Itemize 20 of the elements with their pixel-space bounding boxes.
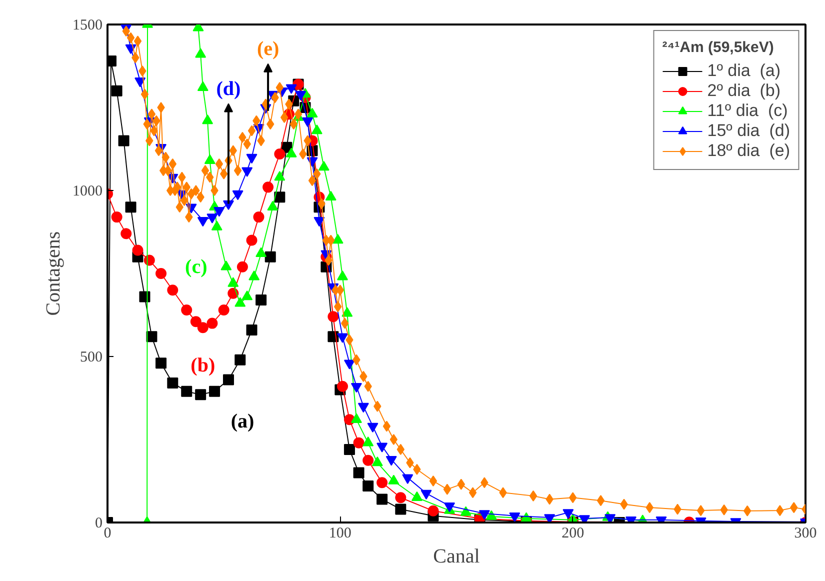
x-axis-title: Canal [433,546,480,568]
x-tick-label: 100 [328,526,352,542]
annotation: (e) [256,38,280,60]
legend-title: ²⁴¹Am (59,5keV) [662,39,775,56]
annotation: (b) [190,354,216,377]
annotation: (c) [185,256,208,278]
x-tick-label: 300 [794,526,817,542]
annotation: (d) [216,78,241,100]
y-axis-title: Contagens [42,231,64,316]
y-tick-label: 500 [80,350,102,366]
legend-label: 2º dia (b) [707,81,781,101]
legend-label: 11º dia (c) [707,101,788,121]
legend-label: 18º dia (e) [707,141,790,161]
x-tick-label: 200 [562,526,584,542]
legend-label: 1º dia (a) [707,61,781,81]
annotation: (a) [230,410,254,432]
y-tick-label: 0 [95,516,102,532]
legend-label: 15º dia (d) [707,121,790,141]
y-tick-label: 1500 [72,18,102,34]
y-tick-label: 1000 [72,184,102,200]
